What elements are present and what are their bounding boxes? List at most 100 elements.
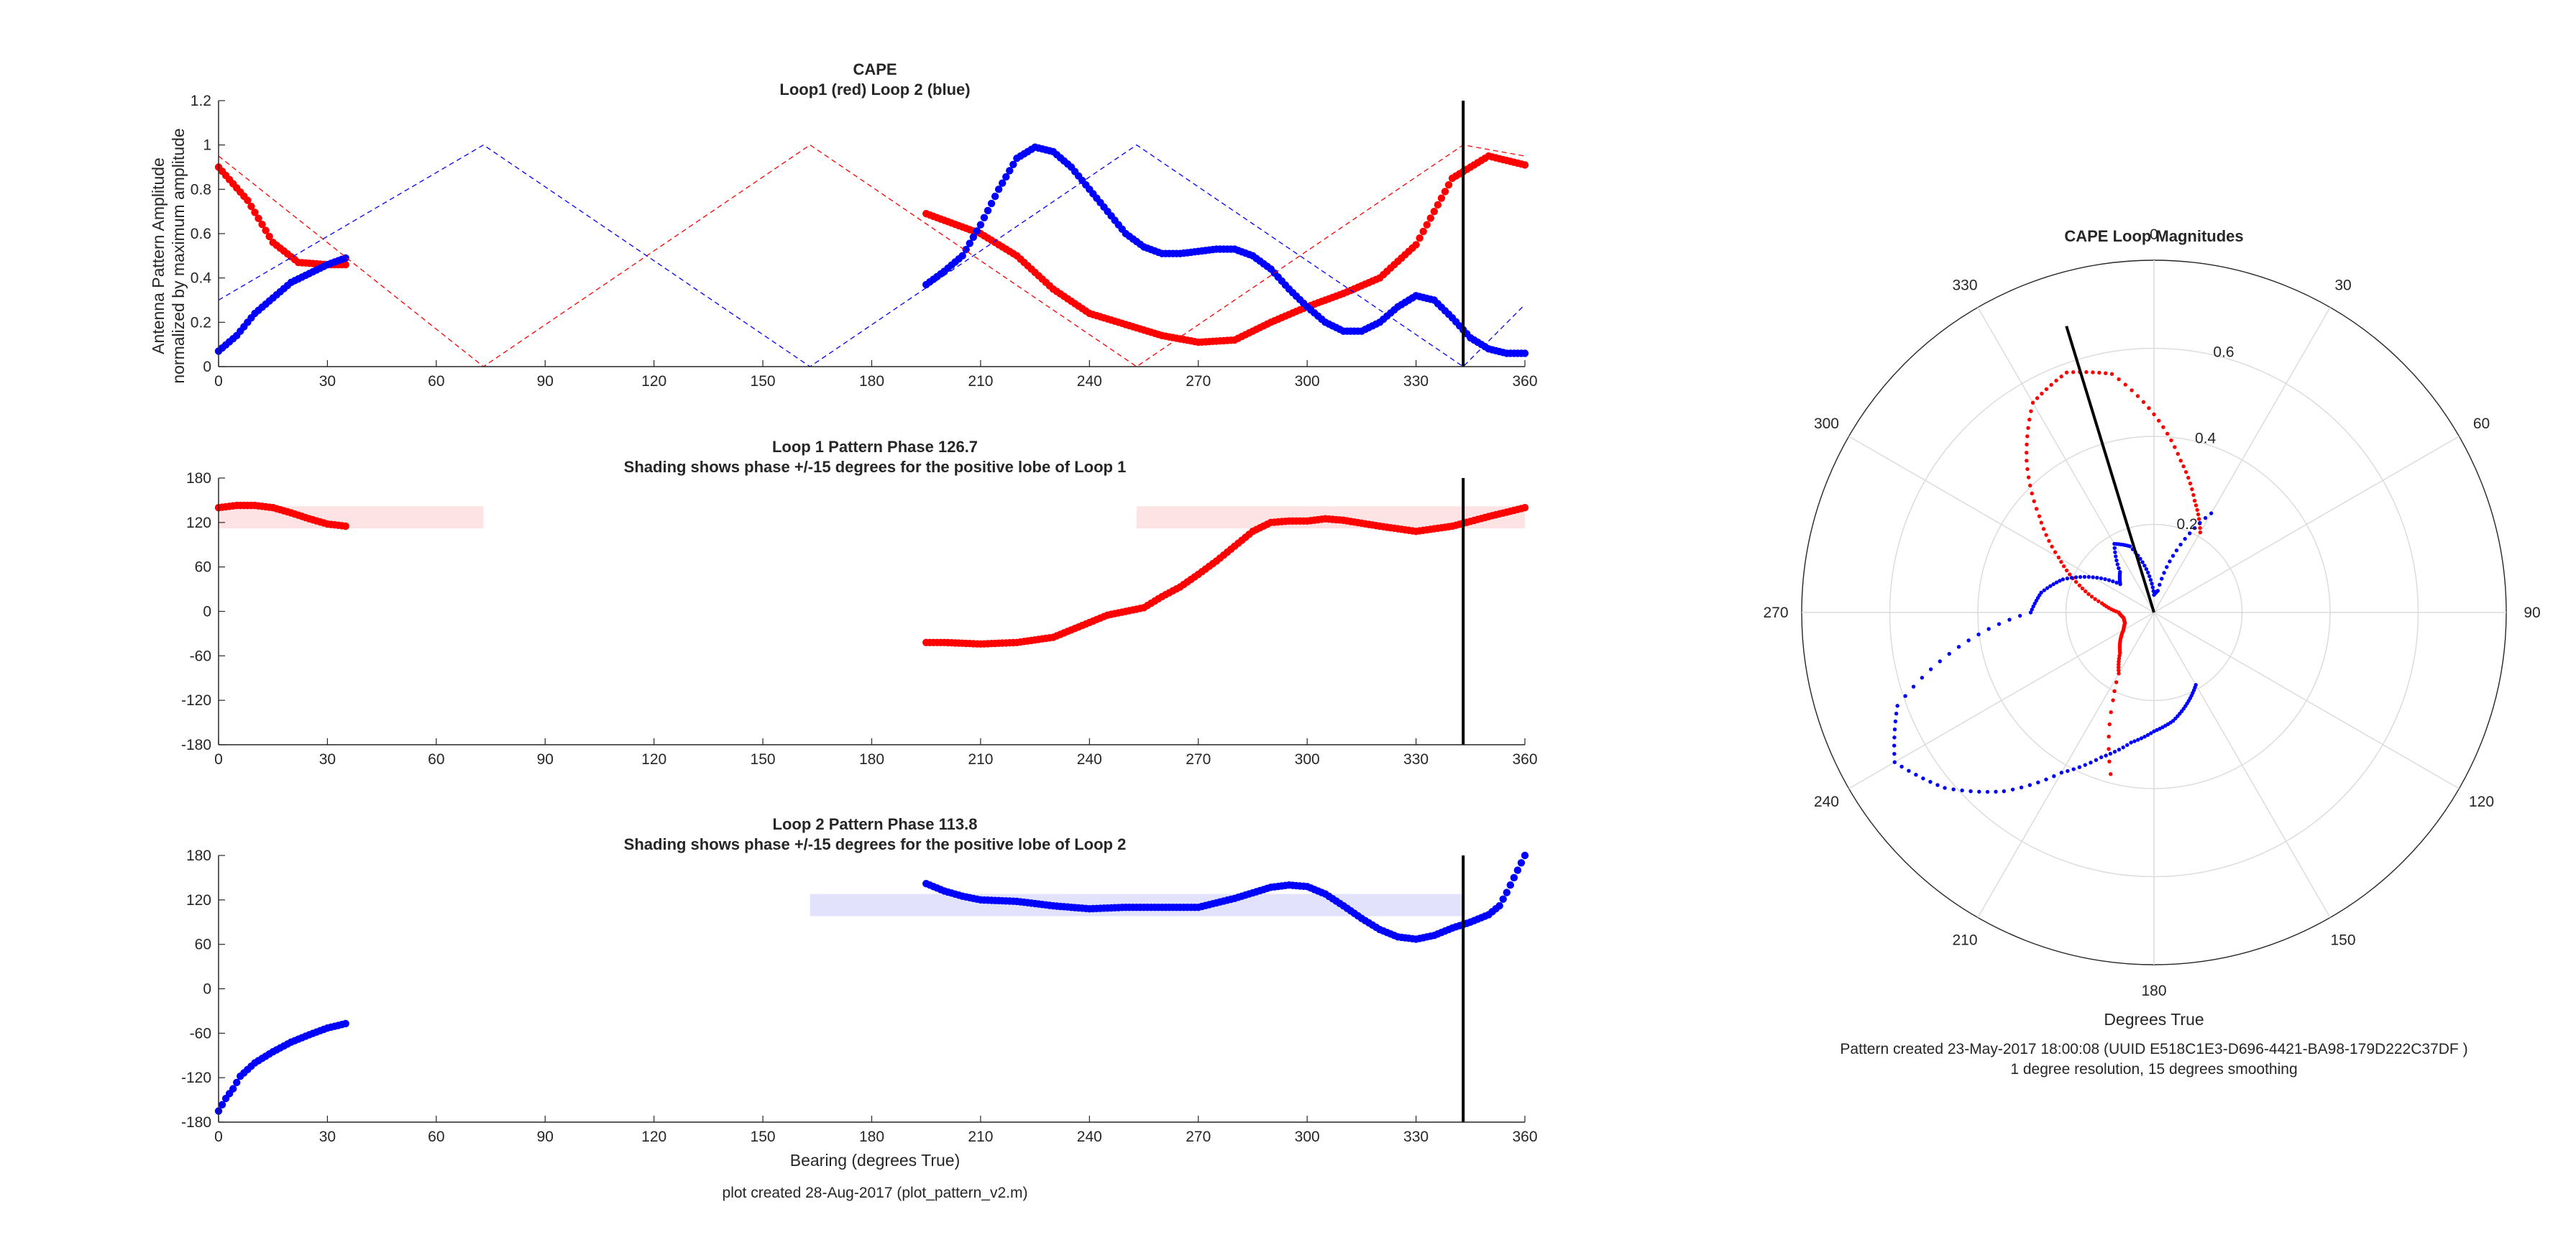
- polar-series-0-point: [2114, 680, 2119, 684]
- polar-series-0-point: [2028, 483, 2032, 488]
- polar-series-1-point: [2030, 607, 2035, 612]
- polar-series-0-point: [2025, 467, 2030, 472]
- polar-series-1-point: [1966, 638, 1971, 643]
- polar-series-1-point: [2066, 768, 2070, 773]
- magnitude-x-tick-label: 240: [1077, 373, 1102, 390]
- loop1-x-tick-label: 330: [1403, 751, 1429, 768]
- polar-series-1-point: [2069, 576, 2074, 580]
- loop2-series-1-point: [1521, 851, 1529, 860]
- polar-angle-label: 0: [2150, 226, 2158, 243]
- loop1-x-tick-label: 360: [1512, 751, 1537, 768]
- loop2-y-tick-label: 180: [186, 848, 211, 864]
- polar-series-1-point: [1985, 789, 1990, 794]
- magnitude-x-tick-label: 120: [641, 373, 666, 390]
- polar-series-0-point: [2191, 492, 2196, 497]
- polar-series-1-point: [1893, 719, 1898, 724]
- loop2-x-tick-label: 0: [214, 1129, 223, 1145]
- polar-series-1-point: [2031, 604, 2035, 609]
- magnitude-series-1-point: [1521, 161, 1529, 169]
- polar-series-1-point: [2017, 613, 2022, 618]
- polar-series-0-point: [2107, 734, 2111, 739]
- polar-series-1-point: [1892, 751, 1897, 756]
- polar-series-0-point: [2047, 538, 2051, 543]
- polar-series-1-point: [1977, 789, 1981, 794]
- polar-series-1-point: [2142, 564, 2147, 568]
- polar-series-1-point: [2139, 736, 2144, 740]
- polar-series-1-point: [1892, 760, 1897, 764]
- polar-series-1-point: [2117, 748, 2122, 752]
- polar-series-0-point: [2198, 530, 2203, 535]
- polar-series-1-point: [2162, 571, 2166, 575]
- polar-series-1-point: [1892, 727, 1897, 732]
- polar-series-1-point: [1968, 789, 1973, 794]
- magnitude-series-0-point: [244, 196, 252, 204]
- polar-series-0-point: [2195, 508, 2199, 512]
- magnitude-x-tick-label: 0: [214, 373, 223, 390]
- magnitude-series-3-point: [999, 179, 1007, 187]
- polar-series-0-point: [2117, 671, 2121, 676]
- polar-series-0-point: [2169, 438, 2173, 443]
- loop2-y-tick-label: -60: [190, 1025, 211, 1042]
- loop1-y-tick-label: -180: [181, 737, 211, 753]
- polar-xlabel: Degrees True: [2104, 1010, 2204, 1029]
- polar-series-1-point: [2115, 562, 2119, 566]
- polar-series-1-point: [1911, 684, 1916, 689]
- magnitude-series-3-point: [987, 199, 996, 208]
- polar-series-1-point: [2132, 739, 2137, 743]
- polar-series-1-point: [1928, 667, 1933, 671]
- magnitude-series-1-point: [1441, 188, 1449, 196]
- polar-series-0-point: [2037, 514, 2042, 518]
- polar-series-0-point: [2109, 772, 2113, 776]
- polar-angle-label: 300: [1814, 415, 1839, 432]
- polar-series-0-point: [2135, 394, 2140, 398]
- polar-series-1-point: [2150, 585, 2155, 589]
- polar-series-1-point: [2127, 544, 2132, 548]
- polar-series-0-point: [2025, 459, 2029, 463]
- loop2-series-0-point: [342, 1019, 349, 1028]
- magnitude-series-0-point: [265, 232, 273, 241]
- magnitude-series-1-point: [1437, 194, 1446, 202]
- magnitude-series-1-point: [1444, 180, 1453, 189]
- magnitude-series-1-point: [1419, 227, 1427, 236]
- polar-angle-label: 240: [1814, 794, 1839, 810]
- polar-series-1-point: [2007, 617, 2012, 622]
- magnitude-series-1-point: [1416, 234, 1424, 242]
- loop2-y-tick-label: -180: [181, 1114, 211, 1131]
- polar-series-0-point: [2147, 406, 2151, 410]
- magnitude-series-3-point: [1521, 349, 1529, 357]
- loop2-series-0-point: [233, 1078, 241, 1087]
- magnitude-x-tick-label: 180: [859, 373, 884, 390]
- polar-series-1-point: [2168, 559, 2172, 564]
- loop1-x-tick-label: 270: [1186, 751, 1211, 768]
- polar-series-1-point: [1956, 645, 1961, 649]
- loop2-x-tick-label: 120: [641, 1129, 666, 1145]
- polar-series-1-point: [1914, 773, 1918, 777]
- polar-angle-gridline: [1848, 436, 2155, 613]
- magnitude-x-tick-label: 150: [751, 373, 776, 390]
- polar-angle-label: 210: [1952, 932, 1977, 949]
- magnitude-series-3-point: [980, 214, 989, 221]
- loop2-series-1-point: [1517, 859, 1526, 867]
- loop2-series-0-point: [218, 1101, 226, 1108]
- magnitude-dashed-series-5: [218, 144, 1526, 367]
- loop1-title: Loop 1 Pattern Phase 126.7: [772, 438, 978, 456]
- loop2-x-tick-label: 90: [537, 1129, 554, 1145]
- polar-series-1-point: [2112, 750, 2117, 754]
- magnitude-series-0-point: [258, 221, 266, 229]
- polar-series-0-point: [2064, 370, 2069, 375]
- magnitude-series-1-point: [1426, 214, 1434, 222]
- polar-series-1-point: [2203, 515, 2208, 520]
- polar-series-1-point: [2155, 727, 2159, 733]
- loop1-x-tick-label: 90: [537, 751, 554, 768]
- magnitude-subtitle: Loop1 (red) Loop 2 (blue): [779, 81, 970, 98]
- magnitude-y-tick-label: 1: [203, 137, 211, 154]
- magnitude-series-3-point: [994, 185, 1003, 193]
- magnitude-series-1-point: [1423, 221, 1431, 229]
- magnitude-series-0-point: [262, 226, 270, 234]
- polar-series-1-point: [2112, 546, 2117, 551]
- loop2-x-tick-label: 240: [1077, 1129, 1102, 1145]
- polar-series-1-point: [2051, 582, 2055, 587]
- polar-series-0-point: [2183, 469, 2188, 474]
- polar-series-1-point: [2103, 577, 2107, 582]
- polar-angle-label: 150: [2330, 932, 2355, 949]
